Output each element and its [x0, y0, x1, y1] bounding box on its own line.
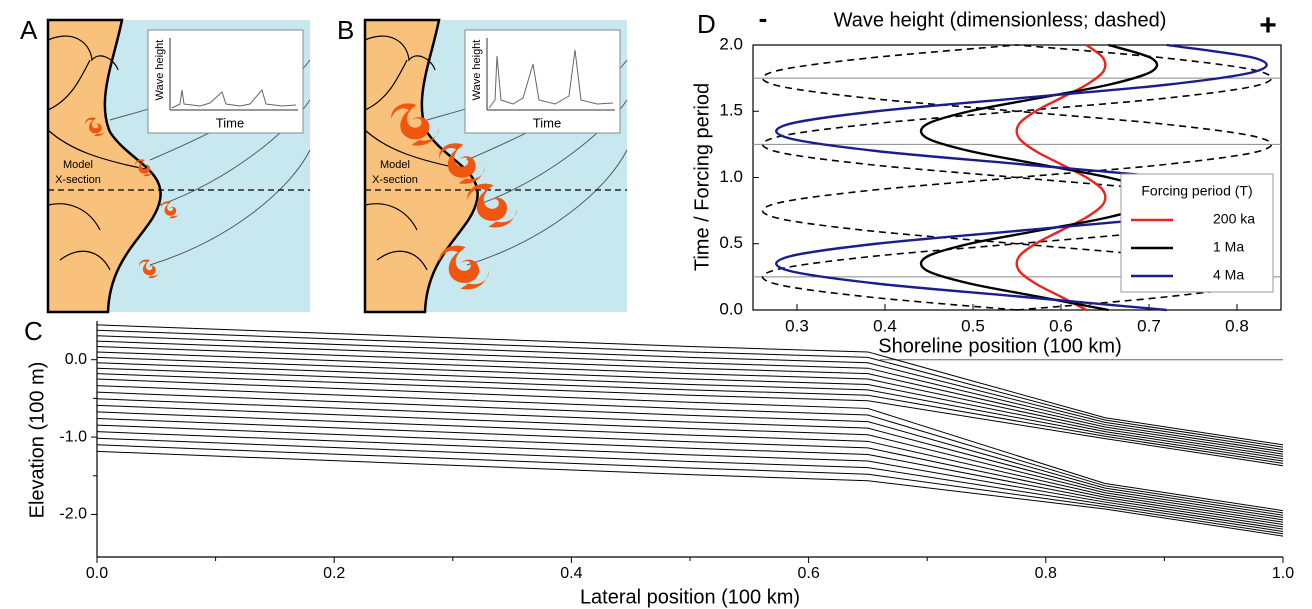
land-boundaries [47, 35, 151, 271]
inset-y-label: Wave height [471, 40, 483, 101]
legend-title: Forcing period (T) [1141, 183, 1252, 199]
series-line [96, 404, 1284, 521]
x-axis-label: Lateral position (100 km) [580, 586, 800, 608]
y-tick-label: 0.5 [719, 233, 743, 252]
series-line [96, 329, 1284, 448]
y-tick-label: 2.0 [719, 34, 743, 53]
y-tick-label: 1.5 [719, 101, 743, 120]
series-line [96, 335, 1284, 450]
x-tick-label: 0.3 [785, 316, 809, 335]
series-line [96, 431, 1284, 530]
series-line [96, 324, 1284, 446]
inset-x-label: Time [533, 115, 561, 130]
x-tick-label: 0.8 [1225, 316, 1249, 335]
series-line [96, 391, 1284, 516]
series-line [96, 398, 1284, 519]
x-tick-label: 0.2 [323, 565, 345, 582]
y-tick-label: 0.0 [719, 299, 743, 318]
chart-C: 0.0 0.2 0.4 0.6 0.8 1.0 -2.0 -1.0 0.0 C Lateral po… [24, 316, 1294, 608]
series-line [96, 351, 1284, 457]
x-axis-label: Shoreline position (100 km) [878, 335, 1121, 357]
minus-label: - [759, 3, 768, 33]
series-line [96, 373, 1284, 467]
legend-label: 1 Ma [1213, 239, 1244, 255]
y-tick-label: -2.0 [59, 506, 87, 523]
x-tick-label: 0.6 [797, 565, 819, 582]
panel-b: B Model X-section Wave height Time [337, 15, 628, 314]
section-label: X-section [372, 174, 418, 186]
series-line [96, 367, 1284, 464]
chart-D: 0.3 0.4 0.5 0.6 0.7 0.8 0.0 0.5 1.0 1.5 2.0 Forcing… [691, 3, 1282, 357]
x-tick-label: 0.4 [873, 316, 897, 335]
land-boundaries [364, 35, 468, 271]
section-label: Model [380, 159, 410, 171]
series-line [96, 411, 1284, 523]
chart-title: Wave height (dimensionless; dashed) [834, 9, 1167, 31]
series-line [96, 340, 1284, 453]
plus-label: + [1259, 9, 1277, 42]
inset [147, 29, 304, 134]
series-line [96, 385, 1284, 514]
y-tick-label: 0.0 [65, 351, 87, 368]
inset-axes [486, 38, 615, 111]
y-tick-label: 1.0 [719, 167, 743, 186]
section-label: X-section [55, 174, 101, 186]
x-tick-label: 0.6 [1049, 316, 1073, 335]
panel-label: D [697, 9, 716, 39]
x-tick-label: 0.8 [1035, 565, 1057, 582]
inset-y-label: Wave height [154, 40, 166, 101]
panel-label: A [20, 15, 38, 45]
series-line [96, 450, 1284, 537]
series-line [96, 437, 1284, 532]
series-line [919, 43, 1159, 312]
x-tick-label: 0.5 [961, 316, 985, 335]
charts: 0.3 0.4 0.5 0.6 0.7 0.8 0.0 0.5 1.0 1.5 2.0 Forcing… [24, 3, 1294, 608]
y-axis-label: Time / Forcing period [691, 83, 713, 271]
series-line [96, 356, 1284, 460]
series-line [96, 346, 1284, 455]
series-line [96, 362, 1284, 462]
legend-label: 4 Ma [1213, 267, 1244, 283]
legend-box [1120, 173, 1274, 293]
panel-label: C [24, 316, 43, 346]
x-tick-label: 0.7 [1137, 316, 1161, 335]
y-axis-label: Elevation (100 m) [26, 362, 48, 519]
wave-height-line [761, 44, 1273, 311]
series-line [96, 417, 1284, 525]
panel-a: A Model X-section Wave height Time [20, 15, 311, 314]
x-tick-label: 0.4 [560, 565, 582, 582]
y-tick-label: -1.0 [59, 428, 87, 445]
inset-wave-trace [171, 88, 297, 109]
series-line [1015, 44, 1107, 312]
series-line [96, 444, 1284, 535]
series-line [96, 378, 1284, 512]
series-line [96, 424, 1284, 528]
section-label: Model [63, 159, 93, 171]
x-tick-label: 0.0 [86, 565, 108, 582]
x-tick-label: 1.0 [1272, 565, 1294, 582]
panel-label: B [337, 15, 354, 45]
inset [464, 29, 621, 134]
inset-x-label: Time [216, 115, 244, 130]
inset-wave-trace [488, 49, 614, 109]
legend-label: 200 ka [1213, 211, 1255, 227]
inset-axes [169, 38, 298, 111]
